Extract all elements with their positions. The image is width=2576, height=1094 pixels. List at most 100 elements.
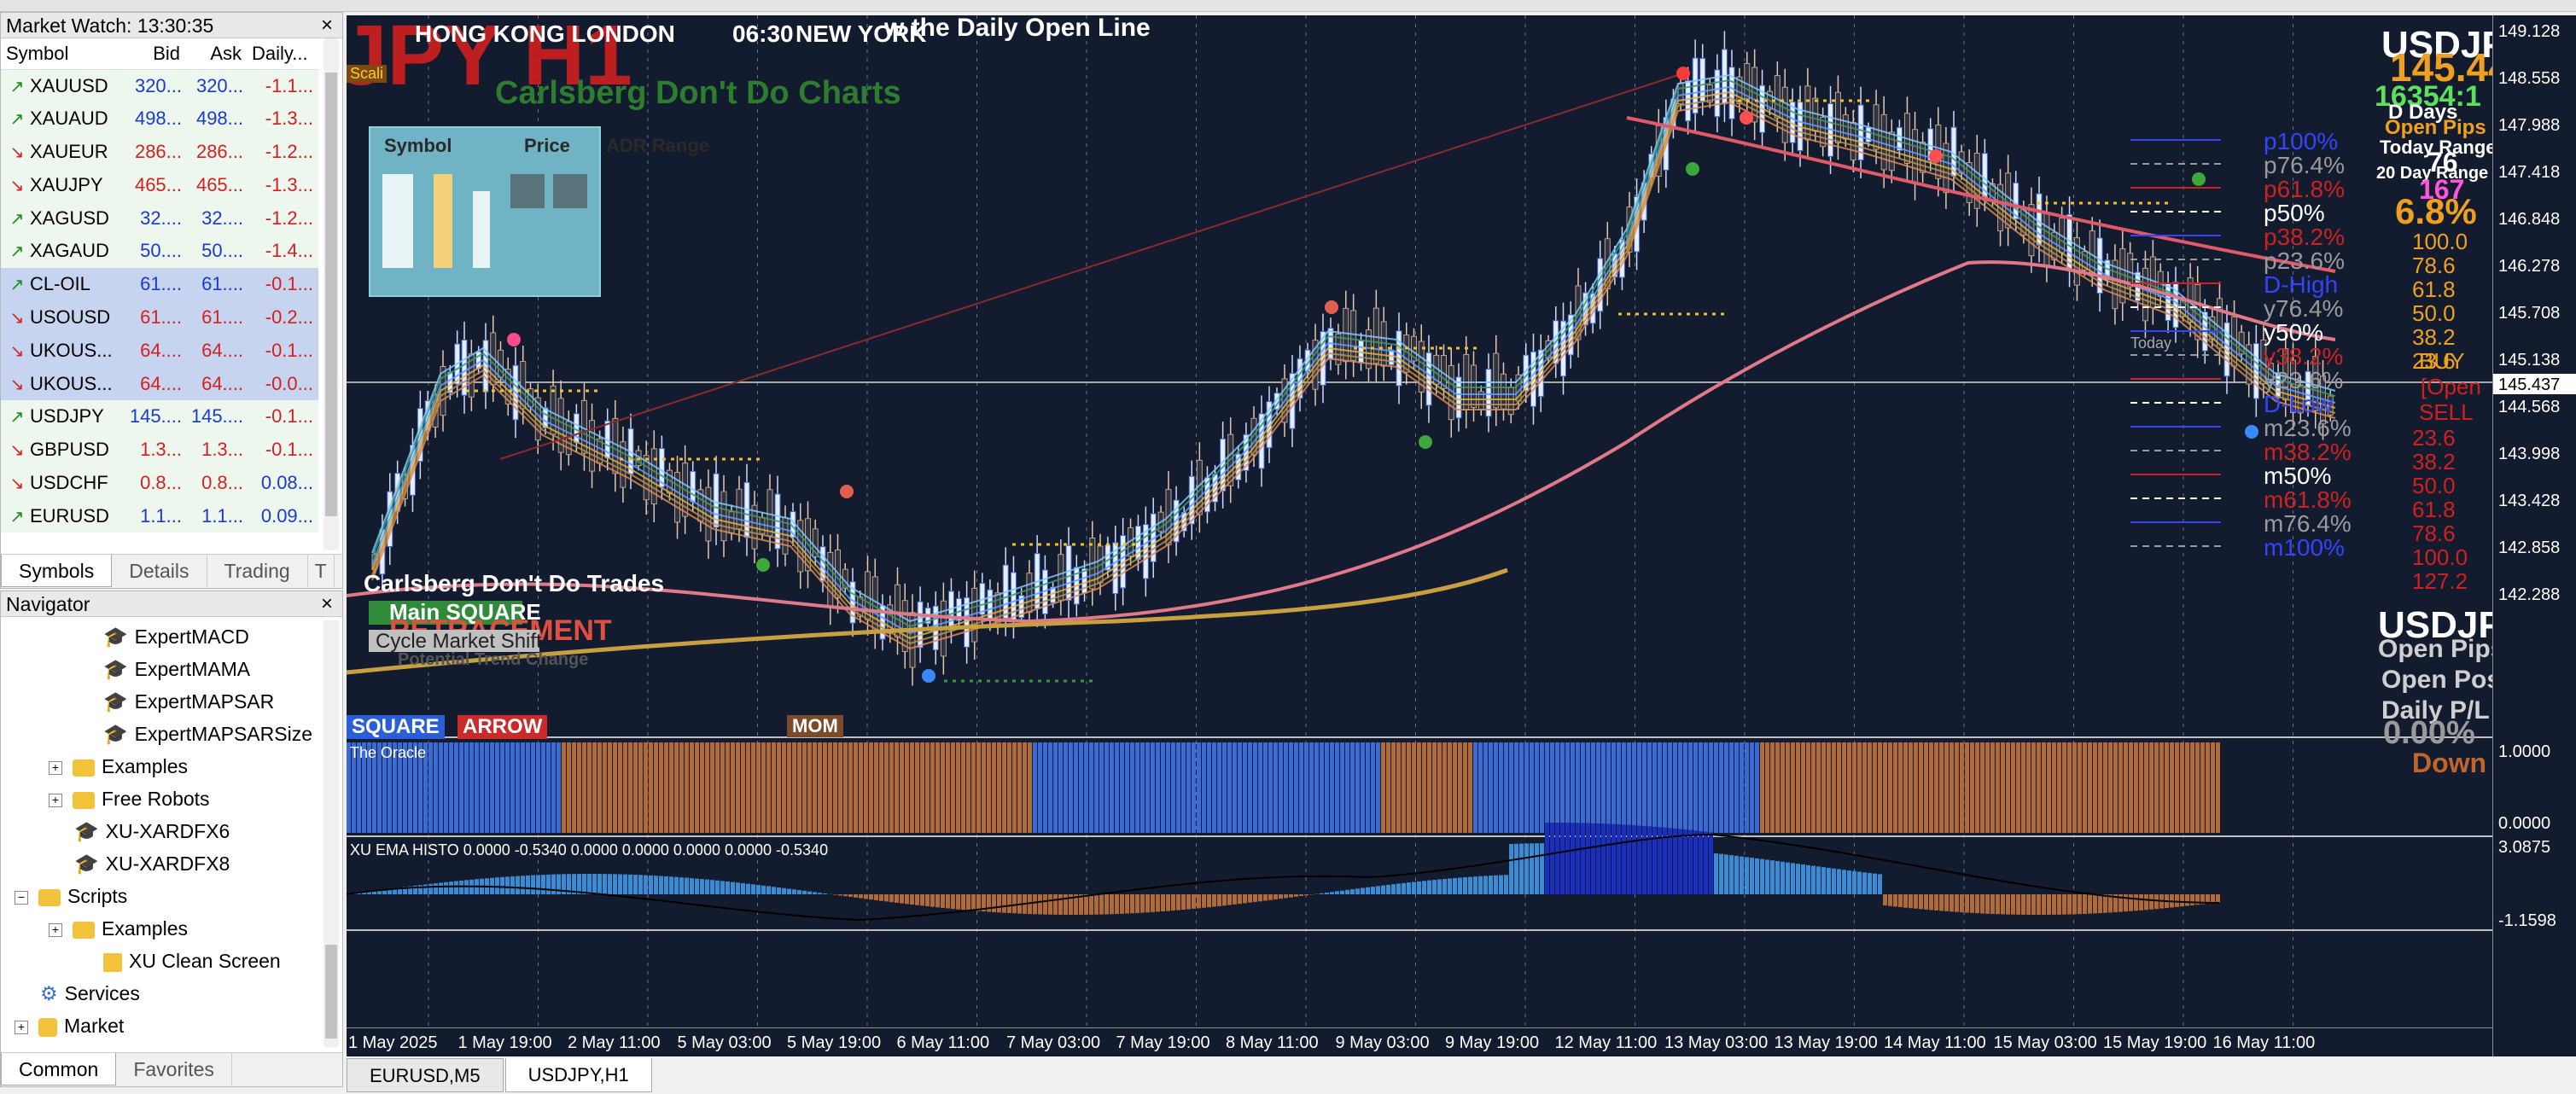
xu-histo-bar <box>1576 823 1580 894</box>
fib-label: m50% <box>2264 463 2332 489</box>
col-bid[interactable]: Bid <box>119 38 185 70</box>
market-watch-row[interactable]: ↗ XAUUSD 320... 320... -1.1... <box>1 69 318 102</box>
fib-label: y50% <box>2264 319 2324 346</box>
tab-common[interactable]: Common <box>1 1053 117 1085</box>
navigator-item[interactable]: 🎓 XU-XARDFX8 <box>74 847 230 880</box>
daily-open-label: w the Daily Open Line <box>884 15 1151 42</box>
expand-icon[interactable]: + <box>49 922 62 937</box>
market-watch-row[interactable]: ↗ XAGAUD 50.... 50.... -1.4... <box>1 234 318 268</box>
navigator-item[interactable]: + Examples <box>49 912 188 945</box>
xu-histo-bar <box>1273 894 1278 899</box>
market-watch-row[interactable]: ↘ GBPUSD 1.3... 1.3... -0.1... <box>1 433 318 467</box>
col-symbol[interactable]: Symbol <box>1 38 119 70</box>
price-chart-canvas[interactable] <box>347 15 2492 1056</box>
market-watch-row[interactable]: ↘ USDCHF 0.8... 0.8... 0.08... <box>1 466 318 500</box>
xu-histo-bar <box>1391 884 1396 894</box>
xu-histo-bar <box>2134 894 2138 911</box>
expert-icon: 🎓 <box>74 820 99 842</box>
expand-icon[interactable]: + <box>49 760 62 775</box>
navigator-item[interactable]: + Market <box>15 1010 124 1042</box>
tab-trading[interactable]: Trading <box>207 555 308 587</box>
market-watch-row[interactable]: ↗ EURUSD 1.1... 1.1... 0.09... <box>1 499 318 533</box>
market-watch-row[interactable]: ↘ XAUJPY 465... 465... -1.3... <box>1 168 318 202</box>
col-ask[interactable]: Ask <box>185 38 247 70</box>
xu-histo-bar <box>1652 826 1657 894</box>
xu-histo-bar <box>879 894 883 901</box>
price-axis[interactable]: 142.288 142.858 143.428 143.998 144.568 145.1… <box>2492 15 2576 1056</box>
chart-area[interactable]: JPY H1 HONG KONG LONDON 06:30 NEW YORK w… <box>347 15 2492 1056</box>
tab-eurusd-m5[interactable]: EURUSD,M5 <box>347 1058 504 1092</box>
xu-histo-bar <box>1668 828 1672 894</box>
xu-histo-bar <box>1919 894 1923 910</box>
cycle-button[interactable] <box>369 630 539 652</box>
xu-histo-bar <box>1944 894 1949 911</box>
market-watch-row[interactable]: ↗ XAUAUD 498... 498... -1.3... <box>1 102 318 136</box>
navigator-item[interactable]: XU Clean Screen <box>103 945 281 977</box>
navigator-scrollbar[interactable] <box>323 620 339 1047</box>
oracle-bar <box>1432 742 1437 833</box>
oracle-bar <box>1463 742 1467 833</box>
time-tick: 7 May 19:00 <box>1116 1033 1210 1052</box>
market-watch-row[interactable]: ↘ USOUSD 61.... 61.... -0.2... <box>1 300 318 335</box>
oracle-bar <box>766 742 771 833</box>
expand-icon[interactable]: + <box>49 793 62 807</box>
oracle-bar <box>869 742 873 833</box>
oracle-bar <box>1847 742 1851 833</box>
market-watch-scrollbar[interactable] <box>323 38 339 550</box>
xu-histo-bar <box>966 894 970 911</box>
xu-histo-bar <box>1402 882 1406 894</box>
market-watch-row[interactable]: ↘ UKOUS... 64.... 64.... -0.1... <box>1 334 318 368</box>
xu-histo-bar <box>1504 875 1508 894</box>
market-watch-row[interactable]: ↘ XAUEUR 286... 286... -1.2... <box>1 135 318 169</box>
expand-icon[interactable]: + <box>15 1020 28 1034</box>
oracle-bar <box>1980 742 1984 833</box>
symbol-name: UKOUS... <box>30 372 113 394</box>
daily-cell: 0.08... <box>260 471 313 493</box>
main-square-label: Main SQUARE <box>389 599 541 625</box>
navigator-item[interactable]: − Scripts <box>15 880 127 912</box>
tab-details[interactable]: Details <box>112 555 207 587</box>
oracle-bar <box>516 742 520 833</box>
expand-icon[interactable]: − <box>15 890 28 905</box>
oracle-bar <box>1765 742 1769 833</box>
oracle-bar <box>1345 742 1349 833</box>
xu-histo-bar <box>1494 875 1498 894</box>
navigator-item[interactable]: 🎓 XU-XARDFX6 <box>74 815 230 847</box>
navigator-item[interactable]: + Examples <box>49 750 188 783</box>
main-button[interactable] <box>369 601 522 625</box>
close-icon[interactable]: × <box>320 14 333 37</box>
oracle-bar <box>941 742 945 833</box>
close-icon[interactable]: × <box>320 592 333 615</box>
tab-ticks[interactable]: T <box>308 555 335 587</box>
time-tick: 6 May 11:00 <box>896 1033 990 1052</box>
candle-body <box>1912 129 1919 183</box>
today-label: Today <box>2130 335 2172 352</box>
col-daily[interactable]: Daily... <box>247 38 318 70</box>
oracle-bar <box>1494 742 1498 833</box>
oracle-bar <box>2216 742 2220 833</box>
xu-histo-bar <box>956 894 960 910</box>
tab-favorites[interactable]: Favorites <box>116 1053 232 1085</box>
oracle-bar <box>1555 742 1559 833</box>
candle-body <box>1485 369 1492 417</box>
navigator-item[interactable]: ⚙ Services <box>40 977 140 1010</box>
xu-histo-bar <box>1837 869 1841 894</box>
market-watch-row[interactable]: ↗ XAGUSD 32.... 32.... -1.2... <box>1 201 318 235</box>
xu-histo-bar <box>797 890 801 894</box>
navigator-item[interactable]: 🎓 ExpertMAPSARSize <box>103 718 312 750</box>
oracle-bar <box>1217 742 1221 833</box>
oracle-bar <box>1801 742 1805 833</box>
navigator-item[interactable]: + Free Robots <box>49 783 210 815</box>
navigator-item[interactable]: 🎓 ExpertMACD <box>103 620 249 653</box>
market-watch-row[interactable]: ↗ CL-OIL 61.... 61.... -0.1... <box>1 267 318 301</box>
navigator-item[interactable]: 🎓 ExpertMAMA <box>103 653 250 685</box>
market-watch-row[interactable]: ↗ USDJPY 145.... 145.... -0.1... <box>1 399 318 434</box>
tab-usdjpy-h1[interactable]: USDJPY,H1 <box>504 1058 652 1092</box>
tab-symbols[interactable]: Symbols <box>1 555 113 587</box>
symbol-cell: ↗ XAGAUD <box>1 235 119 268</box>
market-watch-table: Symbol Bid Ask Daily... ↗ XAUUSD 320... 320… <box>1 38 318 533</box>
xu-histo-bar <box>1903 894 1908 908</box>
market-watch-row[interactable]: ↘ UKOUS... 64.... 64.... -0.0... <box>1 367 318 400</box>
xu-histo-bar <box>1591 823 1595 894</box>
navigator-item[interactable]: 🎓 ExpertMAPSAR <box>103 685 274 718</box>
